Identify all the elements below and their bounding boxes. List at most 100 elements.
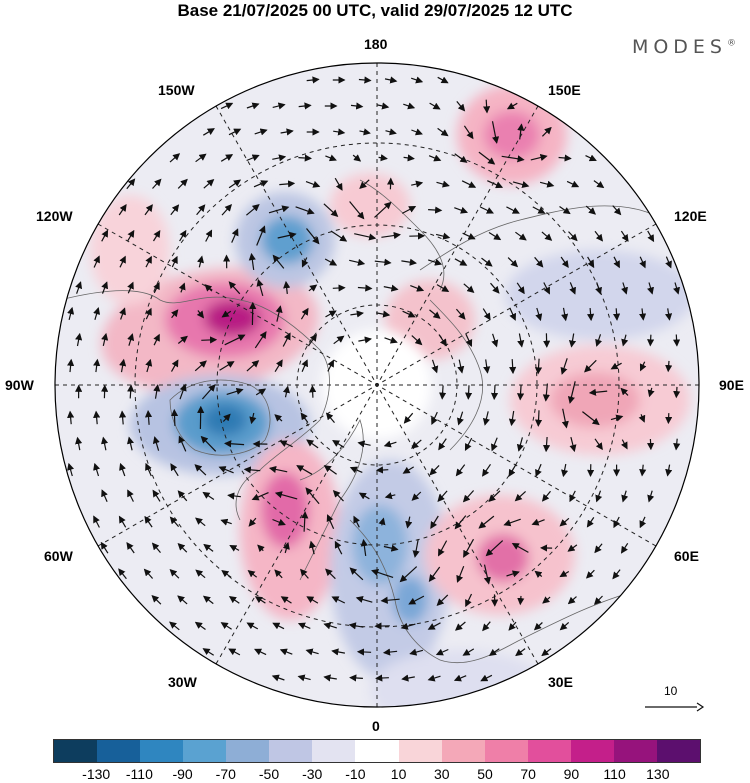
- wind-vector: [145, 255, 152, 268]
- wind-vector: [501, 155, 525, 163]
- wind-vector: [584, 359, 597, 373]
- wind-vector: [334, 177, 343, 191]
- wind-vector: [306, 228, 320, 245]
- lon-label-120e: 120E: [674, 208, 707, 224]
- wind-vector: [201, 336, 218, 344]
- wind-vector: [431, 359, 439, 374]
- wind-vector: [412, 539, 420, 558]
- wind-vector: [202, 128, 215, 136]
- wind-vector: [410, 284, 425, 292]
- wind-vector: [127, 333, 135, 346]
- wind-vector: [463, 538, 475, 558]
- wind-vector: [509, 359, 517, 375]
- wind-vector: [119, 358, 127, 373]
- positive-anomaly-core: [550, 372, 640, 428]
- wind-vector: [255, 388, 267, 396]
- wind-vector: [381, 231, 401, 240]
- wind-vector: [517, 595, 525, 606]
- wind-vector: [145, 462, 152, 477]
- wind-vector: [333, 335, 345, 345]
- wind-vector: [220, 622, 232, 630]
- wind-vector: [639, 361, 647, 372]
- wind-vector: [401, 258, 417, 266]
- wind-vector: [439, 385, 447, 400]
- wind-vector: [455, 464, 466, 477]
- wind-vector: [331, 596, 346, 604]
- wind-vector: [194, 621, 206, 630]
- wind-vector: [512, 181, 530, 188]
- wind-vector: [257, 544, 265, 553]
- lon-label-30w: 30W: [168, 674, 197, 690]
- wind-vector: [511, 543, 529, 553]
- colorbar-swatch: [269, 740, 313, 762]
- wind-vector: [323, 674, 337, 682]
- wind-vector: [194, 464, 207, 476]
- wind-vector: [355, 595, 373, 603]
- wind-vector: [359, 179, 370, 190]
- wind-vector: [169, 568, 180, 579]
- wind-vector: [567, 544, 578, 552]
- wind-vector: [279, 180, 296, 188]
- wind-vector: [179, 383, 187, 400]
- wind-vector: [152, 436, 160, 451]
- lon-label-60e: 60E: [674, 548, 699, 564]
- wind-vector: [375, 674, 389, 682]
- wind-vector: [353, 515, 360, 528]
- wind-vector: [358, 76, 372, 84]
- wind-vector: [534, 256, 544, 268]
- wind-vector: [205, 229, 213, 242]
- wind-vector: [454, 515, 467, 530]
- wind-vector: [144, 204, 153, 216]
- wind-vector: [354, 233, 377, 241]
- wind-vector: [246, 204, 260, 216]
- wind-vector: [561, 307, 569, 322]
- wind-vector: [673, 438, 681, 451]
- wind-vector: [490, 385, 499, 401]
- wind-vector: [350, 310, 364, 318]
- wind-vector: [488, 648, 500, 656]
- wind-vector: [279, 440, 293, 448]
- wind-vector: [356, 648, 372, 656]
- wind-vector: [488, 231, 502, 241]
- wind-vector: [177, 178, 188, 189]
- wind-vector: [119, 410, 127, 425]
- brand-registered-mark: ®: [727, 38, 736, 49]
- wind-vector: [349, 258, 366, 266]
- wind-vector: [483, 564, 491, 585]
- negative-anomaly-outer: [505, 250, 695, 340]
- wind-vector: [384, 336, 398, 344]
- wind-vector: [305, 648, 319, 656]
- wind-vector: [384, 492, 396, 500]
- colorbar-tick-label: 10: [390, 766, 407, 782]
- colorbar-swatch: [226, 740, 270, 762]
- colorbar-swatch: [441, 740, 485, 762]
- wind-vector: [228, 648, 241, 656]
- wind-vector: [585, 154, 597, 162]
- wind-vector: [306, 596, 319, 604]
- brand-text: MODES: [631, 36, 727, 58]
- wind-vector: [588, 388, 608, 396]
- wind-vector: [323, 203, 339, 218]
- wind-vector: [374, 201, 392, 218]
- wind-vector: [375, 310, 391, 318]
- wind-vector: [560, 358, 568, 375]
- reference-vector-arrow: [645, 702, 705, 712]
- wind-vector: [298, 154, 312, 162]
- wind-vector: [463, 125, 474, 140]
- wind-vector: [227, 492, 241, 500]
- wind-vector: [639, 516, 647, 529]
- wind-vector: [408, 595, 425, 605]
- wind-vector: [665, 464, 673, 477]
- wind-vector: [169, 621, 180, 631]
- wind-vector: [595, 490, 603, 503]
- polar-stereographic-map: [54, 62, 700, 708]
- wind-vector: [429, 464, 440, 476]
- wind-vector: [541, 648, 552, 657]
- modes-brand-logo: MODES®: [632, 36, 736, 58]
- wind-vector: [516, 437, 524, 452]
- wind-vector: [411, 76, 424, 84]
- wind-vector: [566, 180, 580, 188]
- wind-vector: [93, 358, 101, 373]
- wind-vector: [462, 232, 476, 240]
- wind-vector: [323, 465, 337, 475]
